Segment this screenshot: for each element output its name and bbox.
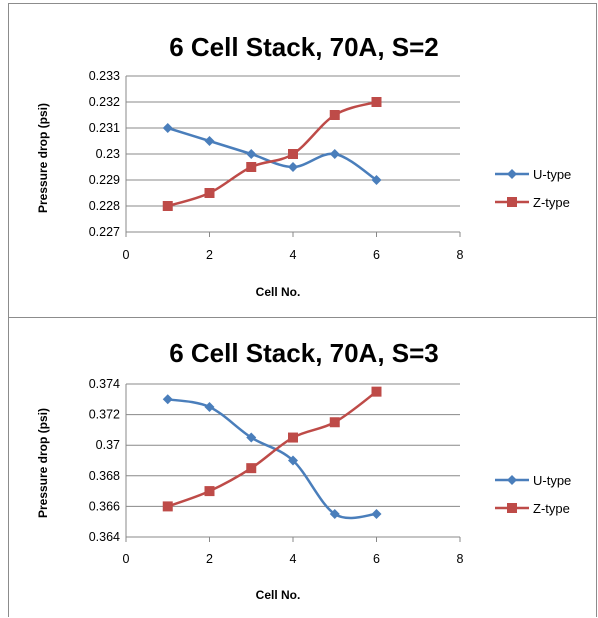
y-tick-label: 0.227 [89,225,120,239]
y-tick-label: 0.23 [96,147,120,161]
data-point [204,486,215,497]
x-tick-label: 6 [373,248,380,262]
x-tick-label: 0 [123,248,130,262]
data-point [329,417,340,428]
y-tick-label: 0.368 [89,469,120,483]
x-axis-label: Cell No. [256,285,301,299]
y-tick-label: 0.364 [89,530,120,544]
data-point [371,509,382,520]
legend-marker [507,503,517,513]
data-point [162,394,173,405]
y-tick-label: 0.228 [89,199,120,213]
series-z-type [162,97,382,211]
data-point [204,188,215,198]
chart-s3: 6 Cell Stack, 70A, S=3 Cell No. Pressure… [36,338,571,602]
chart-title: 6 Cell Stack, 70A, S=2 [169,32,439,62]
legend-marker [507,475,517,485]
data-point [162,201,173,211]
series-z-type [162,386,382,512]
y-tick-label: 0.231 [89,121,120,135]
legend-item: U-type [495,473,571,488]
legend-label: U-type [533,167,571,182]
data-point [329,149,340,159]
legend-item: Z-type [495,195,570,210]
data-point [371,175,382,185]
data-point [246,162,257,172]
data-point [246,149,257,159]
legend-item: Z-type [495,501,570,516]
data-point [288,162,298,172]
series-line [167,398,377,520]
y-tick-label: 0.372 [89,408,120,422]
y-tick-label: 0.232 [89,95,120,109]
data-point [246,463,257,474]
data-point [162,501,173,512]
x-tick-label: 2 [206,552,213,566]
x-axis-label: Cell No. [256,588,301,602]
data-point [288,455,298,466]
y-axis-label: Pressure drop (psi) [36,408,50,518]
x-tick-label: 4 [290,552,297,566]
y-axis-label: Pressure drop (psi) [36,103,50,213]
x-tick-label: 0 [123,552,130,566]
chart-panel-s2: 6 Cell Stack, 70A, S=2 Cell No. Pressure… [8,3,597,318]
y-tick-label: 0.229 [89,173,120,187]
data-point [204,401,215,412]
data-point [371,97,382,107]
chart-title: 6 Cell Stack, 70A, S=3 [169,338,439,368]
legend-label: U-type [533,473,571,488]
data-point [288,432,298,443]
legend-label: Z-type [533,501,570,516]
data-point [329,110,340,120]
y-tick-label: 0.366 [89,499,120,513]
x-tick-label: 2 [206,248,213,262]
legend-label: Z-type [533,195,570,210]
data-point [329,509,340,520]
data-point [371,386,382,397]
y-tick-label: 0.233 [89,69,120,83]
data-point [204,136,215,146]
y-tick-label: 0.37 [96,438,120,452]
legend-item: U-type [495,167,571,182]
chart-panel-s3: 6 Cell Stack, 70A, S=3 Cell No. Pressure… [8,317,597,617]
legend-marker [507,197,517,207]
data-point [162,123,173,133]
chart-s2: 6 Cell Stack, 70A, S=2 Cell No. Pressure… [36,32,571,299]
x-tick-label: 6 [373,552,380,566]
x-tick-label: 8 [457,248,464,262]
x-tick-label: 4 [290,248,297,262]
x-tick-label: 8 [457,552,464,566]
y-tick-label: 0.374 [89,377,120,391]
legend-marker [507,169,517,179]
series-line [167,390,378,508]
data-point [246,432,257,443]
data-point [288,149,298,159]
